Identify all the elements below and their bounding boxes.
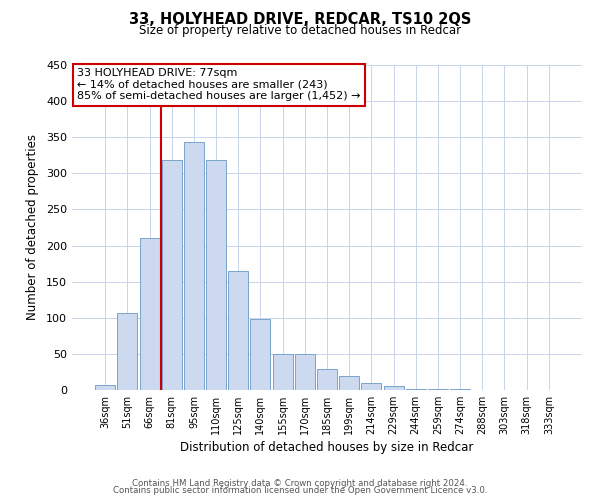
Bar xyxy=(95,385,115,390)
Bar xyxy=(383,386,404,390)
Text: Size of property relative to detached houses in Redcar: Size of property relative to detached ho… xyxy=(139,24,461,37)
Bar xyxy=(184,142,204,390)
Bar xyxy=(317,369,337,390)
Bar xyxy=(406,388,426,390)
Bar xyxy=(162,160,182,390)
Text: Contains public sector information licensed under the Open Government Licence v3: Contains public sector information licen… xyxy=(113,486,487,495)
Bar xyxy=(206,160,226,390)
Bar xyxy=(140,238,160,390)
X-axis label: Distribution of detached houses by size in Redcar: Distribution of detached houses by size … xyxy=(181,441,473,454)
Bar xyxy=(339,376,359,390)
Text: Contains HM Land Registry data © Crown copyright and database right 2024.: Contains HM Land Registry data © Crown c… xyxy=(132,478,468,488)
Bar xyxy=(250,318,271,390)
Bar xyxy=(118,312,137,390)
Bar xyxy=(361,383,382,390)
Bar xyxy=(295,354,315,390)
Bar xyxy=(272,354,293,390)
Y-axis label: Number of detached properties: Number of detached properties xyxy=(26,134,39,320)
Text: 33, HOLYHEAD DRIVE, REDCAR, TS10 2QS: 33, HOLYHEAD DRIVE, REDCAR, TS10 2QS xyxy=(129,12,471,28)
Bar xyxy=(228,271,248,390)
Text: 33 HOLYHEAD DRIVE: 77sqm
← 14% of detached houses are smaller (243)
85% of semi-: 33 HOLYHEAD DRIVE: 77sqm ← 14% of detach… xyxy=(77,68,361,102)
